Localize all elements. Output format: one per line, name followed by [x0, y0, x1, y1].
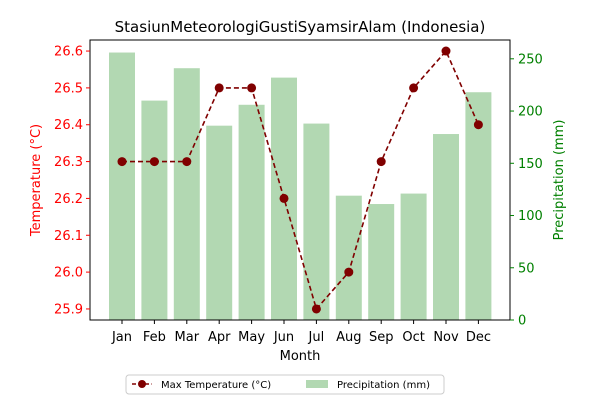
x-tick-label: Jul: [308, 330, 325, 345]
left-tick-label: 25.9: [54, 302, 83, 317]
x-tick-label: Apr: [208, 330, 231, 345]
legend-label-precipitation: Precipitation (mm): [337, 380, 430, 391]
right-tick-label: 200: [518, 105, 543, 120]
left-axis-label: Temperature (°C): [29, 124, 44, 237]
precip-bar-jul: [303, 123, 330, 320]
precip-bar-apr: [206, 125, 233, 321]
x-tick-label: May: [238, 330, 265, 345]
right-tick-label: 150: [518, 157, 543, 172]
right-tick-label: 250: [518, 52, 543, 67]
plot-frame: [89, 39, 511, 321]
legend-frame: [125, 374, 445, 395]
temp-point-may: [247, 83, 257, 93]
left-tick-label: 26.3: [54, 155, 83, 170]
precip-bar-mar: [173, 68, 200, 320]
x-tick-label: Jun: [273, 330, 294, 345]
temp-point-jul: [311, 304, 321, 314]
x-tick-label: Aug: [336, 330, 361, 345]
temp-point-nov: [441, 46, 451, 56]
x-tick-label: Oct: [402, 330, 424, 345]
left-tick-label: 26.0: [54, 266, 83, 281]
temp-point-mar: [182, 157, 192, 167]
x-axis-ticks: Jan Feb Mar Apr May Jun Jul Aug Sep Oct Nov Dec: [111, 320, 491, 345]
temp-point-sep: [376, 157, 386, 167]
temperature-line: [117, 46, 483, 314]
precip-bar-may: [238, 104, 265, 320]
temperature-series-line: [122, 49, 480, 311]
temp-point-jun: [279, 193, 289, 203]
legend-label-temperature: Max Temperature (°C): [161, 380, 271, 391]
temp-point-aug: [344, 267, 354, 277]
precip-bar-sep: [368, 204, 395, 320]
left-tick-label: 26.6: [54, 45, 83, 60]
legend-line-marker: [138, 380, 146, 388]
precip-bar-jan: [109, 52, 135, 320]
legend-bar-swatch: [306, 380, 328, 388]
x-tick-label: Sep: [369, 330, 394, 345]
x-tick-label: Feb: [143, 330, 166, 345]
left-tick-label: 26.5: [54, 81, 83, 96]
temp-point-oct: [409, 83, 419, 93]
precip-bar-oct: [400, 193, 427, 320]
right-axis-label: Precipitation (mm): [552, 120, 567, 241]
precipitation-bars: [109, 52, 492, 321]
x-tick-label: Nov: [433, 330, 459, 345]
left-axis-ticks: 25.9 26.0 26.1 26.2 26.3 26.4 26.5 26.6: [54, 45, 90, 317]
precip-bar-nov: [433, 134, 459, 320]
right-axis-ticks: 0 50 100 150 200 250: [510, 52, 543, 329]
temp-point-jan: [117, 157, 127, 167]
precip-bar-dec: [465, 92, 492, 321]
left-tick-label: 26.4: [54, 118, 83, 133]
x-tick-label: Jan: [111, 330, 132, 345]
temp-point-apr: [214, 83, 224, 93]
temp-point-dec: [473, 120, 483, 130]
precip-bar-aug: [335, 195, 362, 320]
x-tick-label: Mar: [175, 330, 200, 345]
right-tick-label: 50: [518, 261, 535, 276]
legend: Max Temperature (°C) Precipitation (mm): [125, 374, 445, 395]
x-axis-label: Month: [280, 349, 321, 364]
temp-point-feb: [149, 157, 159, 167]
x-tick-label: Dec: [466, 330, 491, 345]
left-tick-label: 26.2: [54, 192, 83, 207]
chart-title: StasiunMeteorologiGustiSyamsirAlam (Indo…: [115, 18, 486, 36]
precip-bar-feb: [141, 100, 168, 320]
right-tick-label: 100: [518, 209, 543, 224]
right-tick-label: 0: [518, 314, 526, 329]
left-tick-label: 26.1: [54, 229, 83, 244]
